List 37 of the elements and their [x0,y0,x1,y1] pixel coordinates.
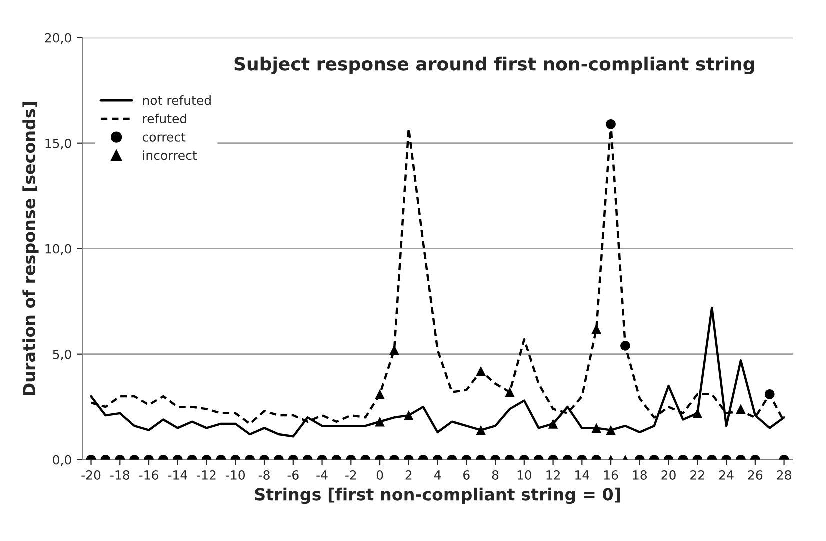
y-tick-label: 15,0 [46,138,72,150]
text: Subject response around first non-compliant string [234,56,754,74]
x-tick-label: 12 [546,470,560,480]
x-tick-label: 2 [406,470,412,480]
y-tick-label: 20,0 [45,33,72,44]
x-tick-label: 22 [690,470,704,480]
x-tick-label: -10 [226,470,246,480]
y-tick-label: 10,0 [46,244,72,256]
x-tick-label: -6 [288,470,299,480]
y-tick-label: 0,0 [53,455,72,466]
x-tick-label: 16 [604,470,618,480]
x-tick-label: 28 [777,470,792,480]
x-tick-label: -14 [168,470,188,480]
x-tick-label: -4 [316,470,328,480]
x-axis-title: Strings [first non-compliant string = 0] [255,488,620,504]
x-tick-label: -18 [110,470,130,480]
legend-label: refuted [143,114,186,124]
y-axis-title: Duration of response [seconds] [22,102,39,396]
legend-label: correct [142,132,186,142]
x-tick-label: -16 [139,470,158,480]
x-tick-label: 24 [720,470,734,480]
x-tick-label: 26 [748,470,763,480]
x-tick-label: -2 [346,470,356,480]
x-tick-label: 8 [492,470,499,480]
x-tick-label: 20 [662,470,676,480]
x-tick-label: 4 [434,470,442,480]
x-tick-label: 0 [376,470,384,480]
legend-label: not refuted [143,96,211,106]
x-tick-label: -12 [197,470,216,480]
y-tick-label: 5,0 [53,350,72,361]
x-tick-label: 14 [576,470,590,480]
x-tick-label: -20 [82,470,101,480]
x-tick-label: 10 [518,470,532,480]
legend-label: incorrect [143,150,198,160]
x-tick-label: -8 [258,470,270,480]
x-tick-label: 18 [633,470,648,480]
x-tick-label: 6 [464,470,470,480]
